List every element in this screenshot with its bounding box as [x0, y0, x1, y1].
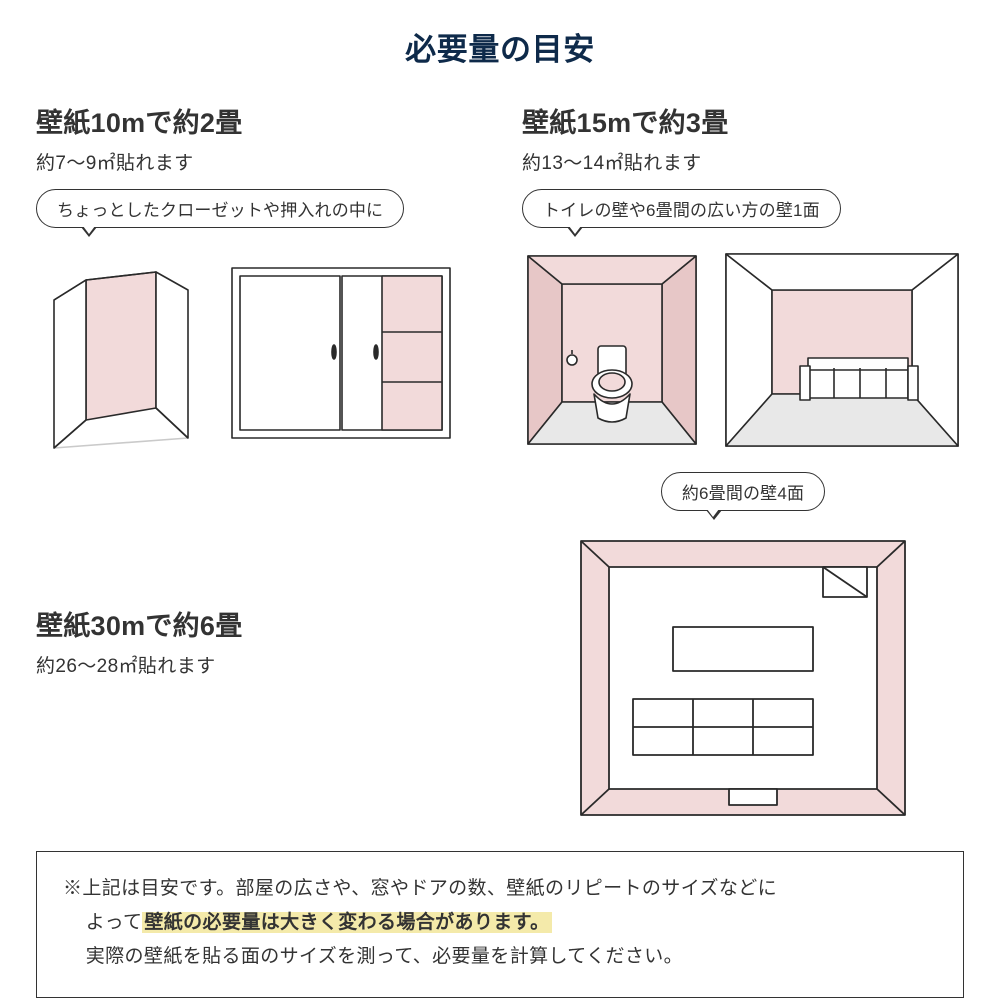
page-title: 必要量の目安 [36, 24, 964, 69]
section-30m-illustration-col: 約6畳間の壁4面 [522, 472, 964, 823]
sub-30m: 約26～28㎡貼れます [36, 651, 478, 678]
section-15m: 壁紙15mで約3畳 約13～14㎡貼れます トイレの壁や6畳間の広い方の壁1面 [522, 101, 964, 450]
footer-note: ※上記は目安です。部屋の広さや、窓やドアの数、壁紙のリピートのサイズなどに よっ… [36, 851, 964, 998]
heading-30m: 壁紙30mで約6畳 [36, 604, 478, 643]
sub-15m: 約13～14㎡貼れます [522, 148, 964, 175]
bubble-15m: トイレの壁や6畳間の広い方の壁1面 [522, 189, 841, 228]
section-30m: 壁紙30mで約6畳 約26～28㎡貼れます [36, 604, 478, 692]
note-highlight: 壁紙の必要量は大きく変わる場合があります。 [142, 912, 551, 933]
note-line2-pre: よって [86, 912, 143, 933]
heading-15m: 壁紙15mで約3畳 [522, 101, 964, 140]
sliding-door-illustration [226, 260, 456, 450]
note-line3: 実際の壁紙を貼る面のサイズを測って、必要量を計算してください。 [63, 940, 937, 974]
guide-grid: 壁紙10mで約2畳 約7～9㎡貼れます ちょっとしたクローゼットや押入れの中に [36, 101, 964, 823]
heading-10m: 壁紙10mで約2畳 [36, 101, 478, 140]
note-line1: ※上記は目安です。部屋の広さや、窓やドアの数、壁紙のリピートのサイズなどに [63, 878, 777, 899]
sub-10m: 約7～9㎡貼れます [36, 148, 478, 175]
closet-illustration [36, 250, 206, 450]
bubble-10m: ちょっとしたクローゼットや押入れの中に [36, 189, 404, 228]
toilet-illustration [522, 250, 702, 450]
living-room-illustration [722, 250, 962, 450]
bubble-30m: 約6畳間の壁4面 [661, 472, 825, 511]
section-10m: 壁紙10mで約2畳 約7～9㎡貼れます ちょっとしたクローゼットや押入れの中に [36, 101, 478, 450]
floorplan-illustration [573, 533, 913, 823]
